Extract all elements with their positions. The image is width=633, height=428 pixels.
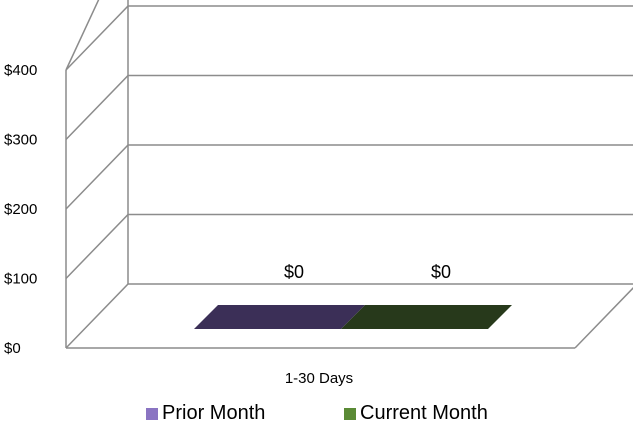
wall-top-diagonal — [65, 0, 100, 71]
gridline-diagonal — [65, 283, 129, 349]
gridline-diagonal — [65, 144, 129, 210]
bars — [194, 305, 512, 329]
gridline-diagonal — [65, 74, 129, 141]
legend-item-current-month: Current Month — [344, 402, 488, 425]
y-tick-label: $0 — [4, 340, 21, 357]
legend: Prior Month Current Month — [0, 400, 633, 428]
data-label: $0 — [431, 262, 451, 282]
legend-label-prior-month: Prior Month — [162, 402, 266, 424]
bar-prior-month — [194, 305, 365, 329]
gridline-diagonal — [65, 5, 129, 71]
y-tick-label: $400 — [4, 62, 37, 79]
legend-label-current-month: Current Month — [360, 402, 488, 424]
y-tick-label: $200 — [4, 201, 37, 218]
floor-right-edge — [574, 287, 633, 349]
x-tick-label: 1-30 Days — [285, 370, 353, 387]
data-labels: $0 $0 — [284, 262, 451, 282]
gridline-diagonal — [65, 213, 129, 280]
legend-item-prior-month: Prior Month — [146, 402, 265, 425]
gridlines — [65, 0, 633, 349]
y-tick-label: $300 — [4, 132, 37, 149]
bar-current-month — [341, 305, 512, 329]
legend-swatch-prior-month — [146, 407, 158, 420]
y-axis-ticks: $0 $100 $200 $300 $400 — [4, 62, 37, 357]
legend-swatch-current-month — [344, 407, 356, 420]
y-tick-label: $100 — [4, 271, 37, 288]
data-label: $0 — [284, 262, 304, 282]
